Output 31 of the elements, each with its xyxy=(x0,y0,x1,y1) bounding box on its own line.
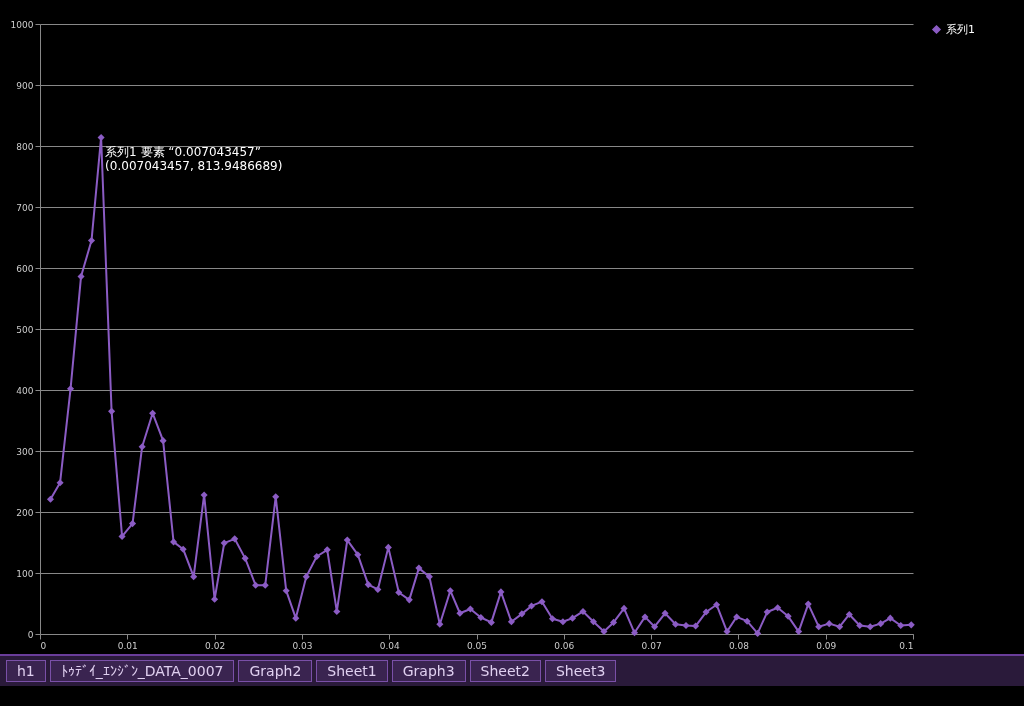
x-tick-label: 0.05 xyxy=(466,640,488,651)
y-tick-label: 400 xyxy=(16,385,34,396)
x-tick-label: 0 xyxy=(40,640,47,651)
x-tick-label: 0.03 xyxy=(292,640,313,651)
x-tick-label: 0.1 xyxy=(899,640,914,651)
y-tick-label: 600 xyxy=(16,263,34,274)
annotation: 系列1 要素 “0.007043457” (0.007043457, 813.9486689) xyxy=(105,145,283,174)
caption: Graph2 xyxy=(238,660,313,682)
x-tick-label: 0.01 xyxy=(117,640,138,651)
text: Sheet1 xyxy=(316,660,388,682)
x-tick-label: 0.07 xyxy=(641,640,662,651)
x-tick-label: 0.08 xyxy=(728,640,750,651)
text: h1 xyxy=(6,660,46,682)
y-tick-label: 700 xyxy=(16,202,34,213)
y-tick-label: 1000 xyxy=(10,19,34,30)
text: ﾄｩﾃﾞｲ_ｴﾝｼﾞﾝ_DATA_0007 xyxy=(49,660,235,682)
legend-label: 系列1 xyxy=(946,22,975,36)
x-tick-label: 0.06 xyxy=(554,640,575,651)
y-tick-label: 500 xyxy=(16,324,34,335)
y-tick-label: 300 xyxy=(16,446,34,457)
y-tick-label: 100 xyxy=(16,568,34,579)
x-tick-label: 0.09 xyxy=(816,640,837,651)
y-tick-label: 0 xyxy=(27,629,34,640)
y-tick-label: 900 xyxy=(16,80,34,91)
y-tick-label: 200 xyxy=(16,507,34,518)
x-tick-label: 0.04 xyxy=(379,640,400,651)
text: Sheet3 xyxy=(544,660,617,682)
x-tick-label: 0.02 xyxy=(205,640,226,651)
text: Sheet2 xyxy=(469,660,541,682)
caption: Graph3 xyxy=(391,660,466,682)
y-tick-label: 800 xyxy=(16,141,34,152)
